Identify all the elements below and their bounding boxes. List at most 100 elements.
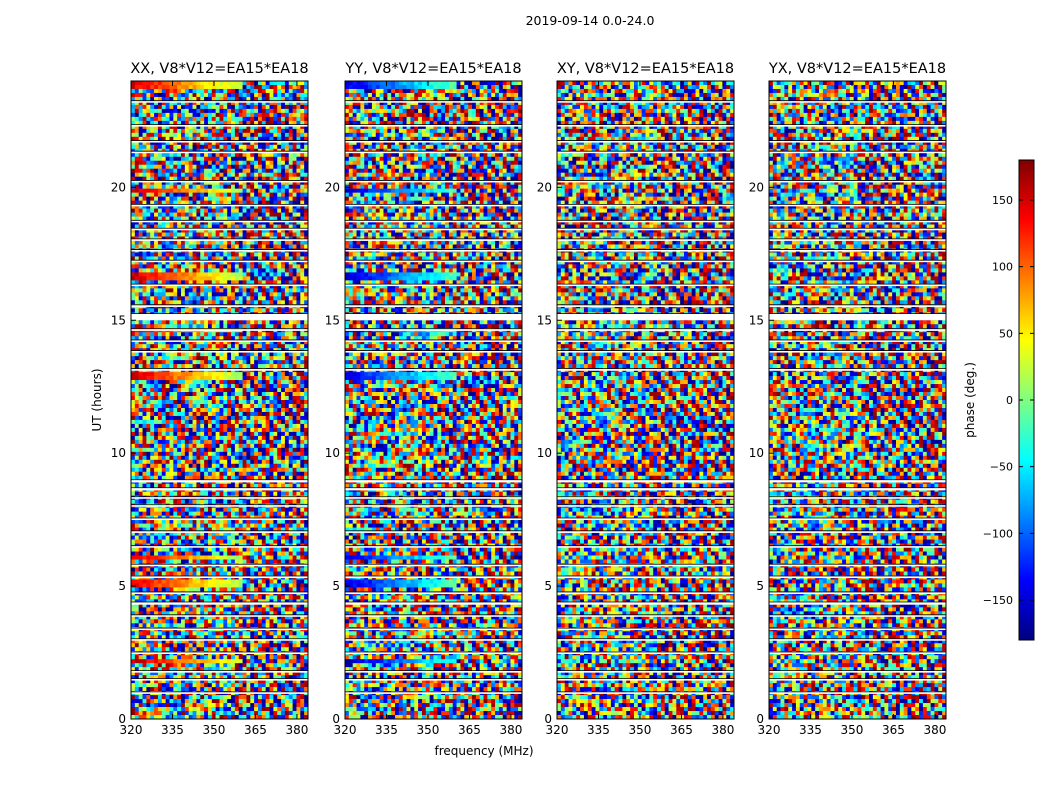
- heatmap-cell: [254, 156, 259, 162]
- heatmap-cell: [142, 396, 147, 401]
- heatmap-cell: [211, 499, 216, 504]
- heatmap-cell: [257, 423, 263, 429]
- heatmap-cell: [304, 491, 309, 496]
- heatmap-cell: [231, 443, 236, 449]
- heatmap-cell: [246, 388, 251, 393]
- heatmap-cell: [184, 128, 190, 134]
- heatmap-cell: [142, 280, 147, 285]
- heatmap-cell: [181, 108, 186, 114]
- heatmap-cell: [269, 356, 274, 361]
- heatmap-cell: [200, 116, 205, 122]
- heatmap-cell: [261, 320, 266, 325]
- heatmap-cell: [288, 280, 293, 285]
- heatmap-cell: [223, 392, 228, 397]
- heatmap-cell: [131, 260, 136, 265]
- heatmap-cell: [154, 320, 159, 325]
- heatmap-cell: [288, 136, 293, 142]
- heatmap-cell: [200, 435, 205, 441]
- heatmap-cell: [296, 284, 301, 289]
- heatmap-cell: [250, 228, 255, 233]
- heatmap-cell: [234, 376, 240, 381]
- heatmap-cell: [231, 244, 236, 249]
- heatmap-cell: [154, 392, 159, 397]
- heatmap-cell: [254, 92, 259, 98]
- heatmap-cell: [169, 276, 174, 281]
- heatmap-cell: [181, 216, 186, 221]
- heatmap-cell: [161, 431, 166, 437]
- heatmap-cell: [304, 216, 309, 221]
- heatmap-cell: [138, 439, 143, 445]
- heatmap-cell: [242, 276, 247, 281]
- heatmap-cell: [265, 224, 270, 229]
- heatmap-cell: [150, 400, 155, 405]
- heatmap-cell: [207, 116, 213, 122]
- heatmap-cell: [207, 136, 213, 142]
- heatmap-cell: [292, 120, 297, 126]
- heatmap-cell: [300, 352, 305, 357]
- heatmap-cell: [157, 192, 163, 197]
- heatmap-cell: [296, 252, 301, 257]
- heatmap-cell: [207, 272, 213, 277]
- heatmap-cell: [196, 332, 201, 337]
- heatmap-cell: [231, 188, 236, 193]
- heatmap-cell: [196, 156, 201, 162]
- heatmap-cell: [219, 112, 224, 118]
- heatmap-cell: [284, 344, 290, 349]
- heatmap-cell: [188, 164, 193, 170]
- heatmap-cell: [138, 360, 143, 365]
- heatmap-cell: [150, 132, 155, 138]
- heatmap-cell: [273, 256, 278, 261]
- heatmap-cell: [296, 443, 301, 449]
- heatmap-cell: [227, 184, 232, 189]
- heatmap-cell: [131, 200, 136, 205]
- heatmap-cell: [173, 411, 178, 417]
- heatmap-cell: [257, 104, 263, 110]
- heatmap-cell: [142, 140, 147, 146]
- heatmap-cell: [257, 344, 263, 349]
- heatmap-cell: [200, 136, 205, 142]
- heatmap-cell: [296, 204, 301, 209]
- heatmap-cell: [296, 431, 301, 437]
- heatmap-cell: [227, 439, 232, 445]
- heatmap-cell: [281, 160, 286, 166]
- heatmap-cell: [284, 376, 290, 381]
- heatmap-cell: [227, 360, 232, 365]
- heatmap-cell: [138, 451, 143, 457]
- heatmap-cell: [219, 467, 224, 473]
- heatmap-cell: [131, 471, 136, 477]
- heatmap-cell: [219, 272, 224, 277]
- heatmap-cell: [196, 272, 201, 277]
- heatmap-cell: [261, 384, 266, 389]
- heatmap-cell: [254, 116, 259, 122]
- heatmap-cell: [223, 208, 228, 213]
- heatmap-cell: [131, 427, 136, 433]
- heatmap-cell: [281, 164, 286, 170]
- heatmap-cell: [304, 364, 309, 369]
- heatmap-cell: [250, 256, 255, 261]
- heatmap-cell: [273, 384, 278, 389]
- heatmap-cell: [207, 212, 213, 217]
- heatmap-cell: [165, 184, 170, 189]
- heatmap-cell: [257, 380, 263, 385]
- heatmap-cell: [296, 332, 301, 337]
- heatmap-cell: [250, 112, 255, 118]
- heatmap-cell: [242, 344, 247, 349]
- heatmap-cell: [196, 388, 201, 393]
- heatmap-cell: [288, 384, 293, 389]
- heatmap-cell: [288, 172, 293, 177]
- heatmap-cell: [265, 160, 270, 166]
- heatmap-cell: [246, 356, 251, 361]
- heatmap-cell: [204, 483, 209, 489]
- heatmap-cell: [288, 356, 293, 361]
- heatmap-cell: [173, 415, 178, 421]
- heatmap-cell: [138, 228, 143, 233]
- heatmap-cell: [154, 240, 159, 245]
- heatmap-cell: [227, 132, 232, 138]
- heatmap-cell: [150, 220, 155, 225]
- heatmap-cell: [304, 268, 309, 273]
- heatmap-cell: [265, 403, 270, 409]
- heatmap-cell: [304, 124, 309, 130]
- heatmap-cell: [146, 499, 151, 504]
- heatmap-cell: [246, 272, 251, 277]
- heatmap-cell: [142, 81, 147, 86]
